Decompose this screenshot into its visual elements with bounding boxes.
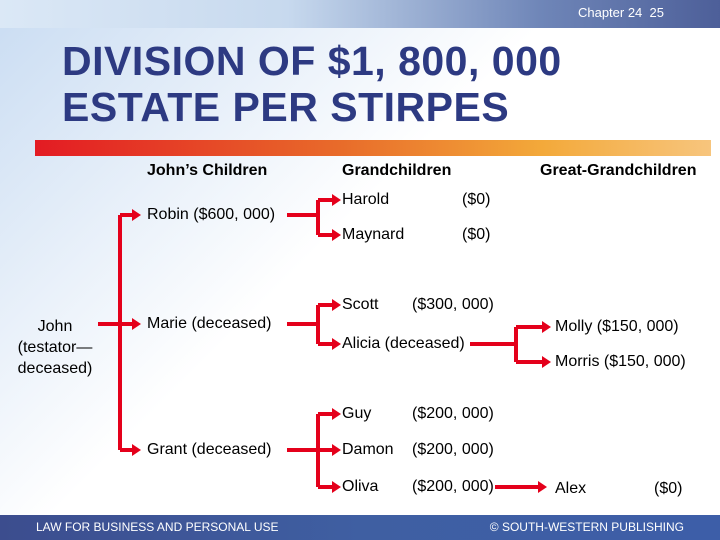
- testator-name: John: [37, 318, 73, 335]
- connector-robin-grandchildren: [287, 198, 332, 237]
- title-underline-bar: [35, 140, 711, 156]
- child-marie: Marie (deceased): [147, 315, 272, 332]
- child-robin: Robin ($600, 000): [147, 206, 276, 223]
- grandchild-guy-amount: ($200, 000): [412, 405, 494, 422]
- grandchild-damon-amount: ($200, 000): [412, 441, 494, 458]
- chapter-text: Chapter 24: [577, 5, 643, 20]
- slide-title: DIVISION OF $1, 800, 000 ESTATE PER STIR…: [62, 38, 562, 130]
- grandchild-alicia-name: Alicia (deceased): [342, 335, 465, 352]
- page-number: 25: [649, 5, 664, 20]
- title-line-1: DIVISION OF $1, 800, 000: [62, 38, 562, 84]
- connector-alicia-greatgrandchildren: [470, 325, 542, 364]
- great-grandchild-alex-amount: ($0): [654, 480, 683, 497]
- grandchild-oliva-name: Oliva: [342, 478, 379, 495]
- chapter-label: Chapter 24 25: [578, 5, 664, 20]
- grandchild-scott-amount: ($300, 000): [412, 296, 494, 313]
- testator-status: deceased): [17, 360, 93, 377]
- header-grandchildren: Grandchildren: [342, 162, 452, 179]
- grandchild-damon-name: Damon: [342, 441, 394, 458]
- child-grant: Grant (deceased): [147, 441, 272, 458]
- grandchild-scott-name: Scott: [342, 296, 379, 313]
- testator-node: John (testator— deceased): [10, 316, 100, 379]
- header-great-grandchildren: Great-Grandchildren: [540, 162, 697, 179]
- footer-publisher: © SOUTH-WESTERN PUBLISHING: [489, 520, 684, 534]
- title-line-2: ESTATE PER STIRPES: [62, 84, 510, 130]
- top-banner: [0, 0, 720, 28]
- header-johns-children: John’s Children: [147, 162, 268, 179]
- connector-grant-grandchildren: [287, 412, 332, 489]
- connector-john-children: [98, 213, 132, 452]
- great-grandchild-alex-name: Alex: [555, 480, 587, 497]
- grandchild-oliva-amount: ($200, 000): [412, 478, 494, 495]
- connector-marie-grandchildren: [287, 303, 332, 346]
- footer-banner: [0, 515, 720, 540]
- grandchild-guy-name: Guy: [342, 405, 372, 422]
- grandchild-harold-amount: ($0): [462, 191, 491, 208]
- grandchild-maynard-amount: ($0): [462, 226, 491, 243]
- grandchild-harold-name: Harold: [342, 191, 390, 208]
- footer-book-title: LAW FOR BUSINESS AND PERSONAL USE: [36, 520, 279, 534]
- grandchild-maynard-name: Maynard: [342, 226, 405, 243]
- great-grandchild-morris: Morris ($150, 000): [555, 353, 686, 370]
- testator-role: (testator—: [17, 339, 93, 356]
- great-grandchild-molly: Molly ($150, 000): [555, 318, 679, 335]
